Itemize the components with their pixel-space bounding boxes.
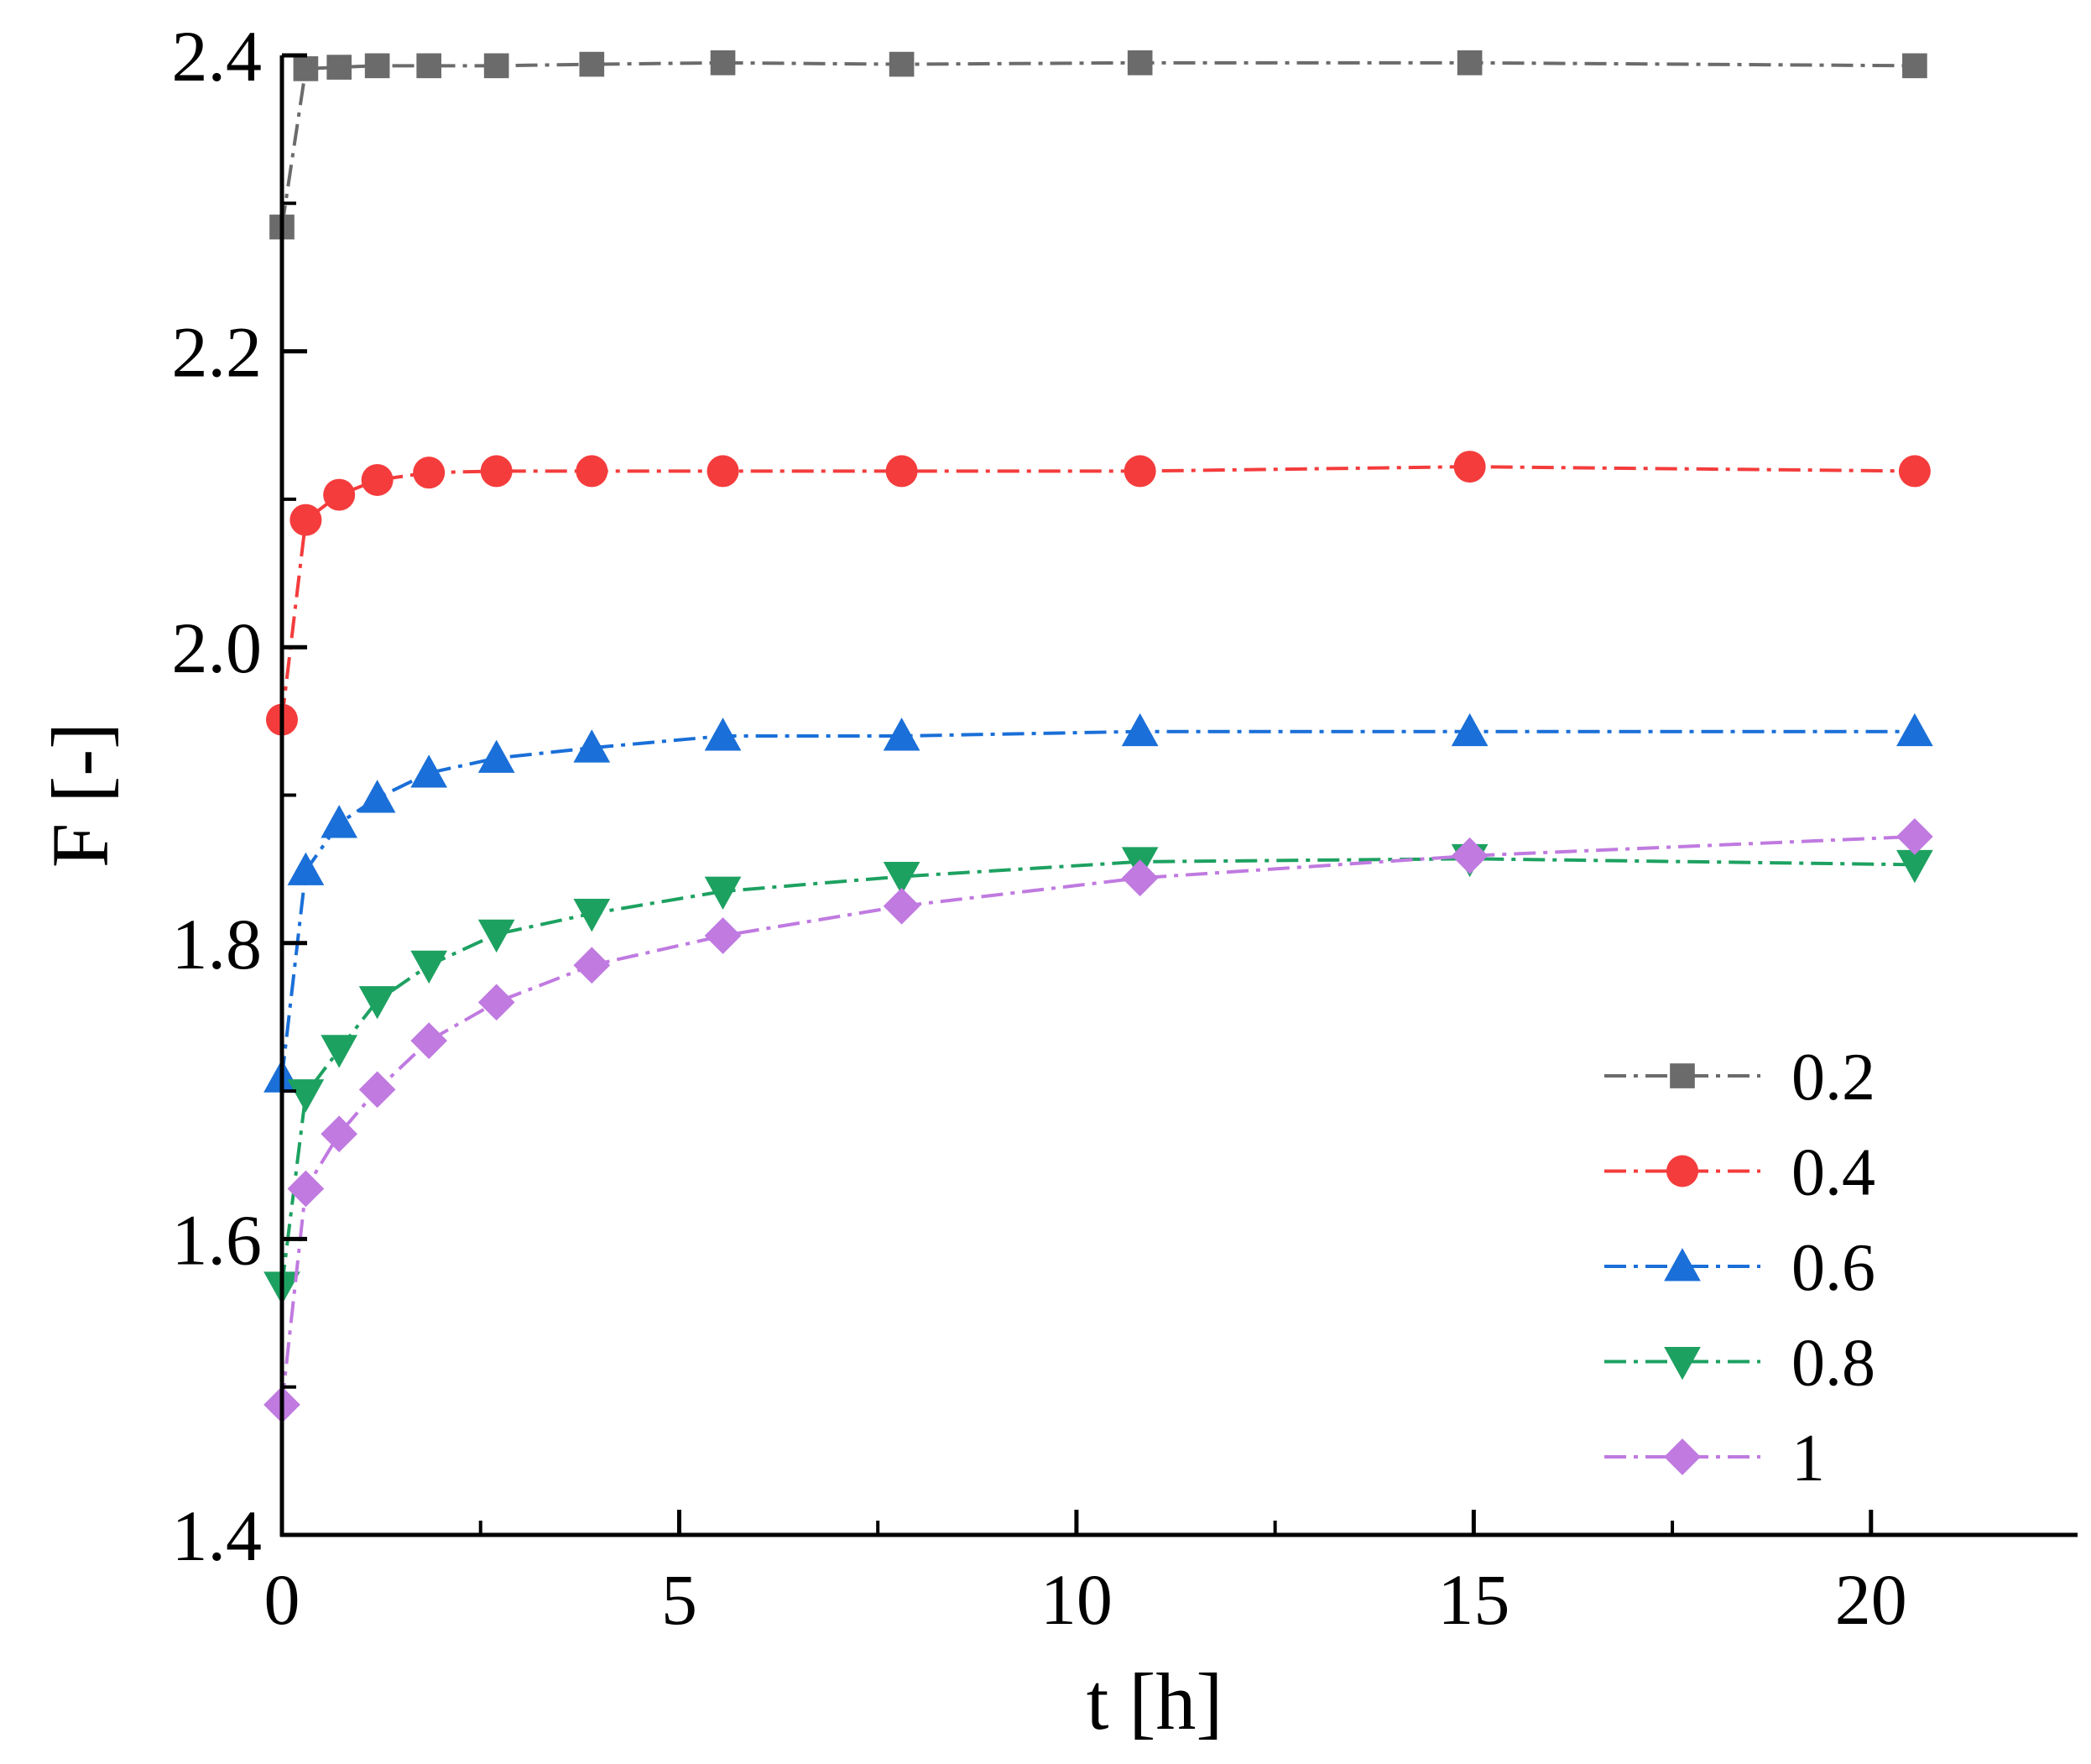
data-point <box>287 1170 325 1208</box>
data-point <box>704 718 742 751</box>
data-point <box>1896 818 1933 855</box>
data-point <box>1898 455 1931 488</box>
x-axis-title: t [h] <box>1087 1657 1223 1746</box>
data-point <box>410 950 448 984</box>
legend-entry: 0.2 <box>1604 1041 1875 1114</box>
data-point <box>1121 859 1159 897</box>
data-point <box>579 51 605 77</box>
data-point <box>358 986 396 1020</box>
data-point <box>410 1022 448 1060</box>
series-line <box>280 834 1915 1406</box>
y-tick-label: 1.4 <box>172 1495 263 1576</box>
legend-label: 0.2 <box>1791 1041 1875 1114</box>
data-point <box>289 504 322 536</box>
data-point <box>321 1035 358 1068</box>
data-point <box>573 947 611 984</box>
legend-entry: 1 <box>1604 1422 1825 1495</box>
data-point <box>1451 837 1489 874</box>
legend-label: 1 <box>1791 1422 1825 1495</box>
data-point <box>321 805 358 838</box>
x-tick-label: 0 <box>264 1559 300 1640</box>
data-point <box>1896 712 1933 747</box>
data-point <box>704 876 742 910</box>
y-axis-title: F [-] <box>35 723 125 868</box>
series-line <box>280 465 1915 720</box>
data-point <box>477 984 515 1021</box>
data-point <box>364 53 390 79</box>
legend-entry: 0.4 <box>1604 1136 1875 1210</box>
series-line <box>280 60 1915 227</box>
data-point <box>358 780 396 813</box>
legend-marker <box>1664 1438 1701 1475</box>
x-tick-label: 5 <box>661 1559 697 1640</box>
data-point <box>321 1115 358 1153</box>
legend-entry: 0.8 <box>1604 1327 1875 1401</box>
data-point <box>477 739 515 773</box>
y-tick-label: 2.4 <box>172 16 263 97</box>
data-point <box>416 53 441 79</box>
data-point <box>326 55 352 80</box>
series-0.2 <box>269 50 1927 240</box>
y-tick-label: 2.0 <box>172 608 263 688</box>
y-tick-label: 1.6 <box>172 1199 263 1280</box>
legend-marker <box>1666 1155 1698 1187</box>
series-0.6 <box>263 712 1933 1093</box>
data-point <box>704 917 742 954</box>
series-layer <box>263 50 1933 1423</box>
data-point <box>1451 712 1489 747</box>
data-point <box>1124 455 1156 488</box>
axes <box>279 55 2078 1537</box>
legend-marker <box>1670 1063 1695 1088</box>
data-point <box>410 754 448 788</box>
y-tick-label: 2.2 <box>172 312 263 393</box>
series-0.4 <box>266 451 1931 736</box>
data-point <box>1457 50 1483 76</box>
legend-label: 0.6 <box>1791 1231 1875 1305</box>
data-point <box>710 50 736 76</box>
data-point <box>1127 50 1153 76</box>
data-point <box>287 1079 325 1113</box>
legend-label: 0.8 <box>1791 1327 1875 1401</box>
ticks: 0 5 10 15 20 1.4 1.6 1.8 2.0 2.2 2.4 <box>172 16 1907 1640</box>
series-line <box>280 729 1915 1078</box>
series-1 <box>263 818 1933 1423</box>
data-point <box>413 457 446 489</box>
data-point <box>576 455 608 488</box>
legend-marker <box>1664 1347 1701 1380</box>
data-point <box>573 729 611 763</box>
data-point <box>293 56 319 81</box>
y-tick-label: 1.8 <box>172 904 263 984</box>
series-line <box>280 857 1915 1287</box>
data-point <box>1896 849 1933 884</box>
x-tick-label: 15 <box>1437 1559 1510 1640</box>
legend: 0.2 0.4 0.6 0.8 1 <box>1604 1041 1875 1495</box>
data-point <box>480 455 513 488</box>
data-point <box>889 51 915 77</box>
data-point <box>707 455 739 488</box>
data-point <box>885 455 918 488</box>
x-tick-label: 10 <box>1040 1559 1113 1640</box>
data-point <box>361 463 394 496</box>
legend-label: 0.4 <box>1791 1136 1875 1210</box>
data-point <box>883 861 920 895</box>
data-point <box>323 478 356 511</box>
data-point <box>483 53 509 79</box>
data-point <box>477 919 515 953</box>
legend-entry: 0.6 <box>1604 1231 1875 1305</box>
data-point <box>1121 712 1159 747</box>
data-point <box>287 852 325 885</box>
data-point <box>1902 53 1927 79</box>
x-tick-label: 20 <box>1835 1559 1907 1640</box>
data-point <box>883 887 920 925</box>
legend-marker <box>1664 1248 1701 1281</box>
data-point <box>573 899 611 932</box>
data-point <box>358 1071 396 1109</box>
data-point <box>1453 451 1486 483</box>
data-point <box>883 718 920 751</box>
